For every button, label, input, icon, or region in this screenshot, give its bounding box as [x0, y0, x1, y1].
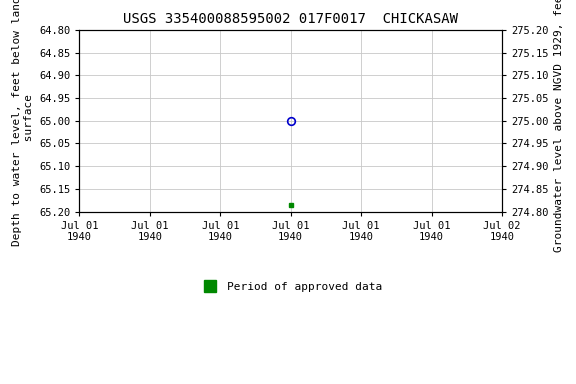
Y-axis label: Groundwater level above NGVD 1929, feet: Groundwater level above NGVD 1929, feet [554, 0, 564, 252]
Legend: Period of approved data: Period of approved data [195, 277, 386, 296]
Y-axis label: Depth to water level, feet below land
 surface: Depth to water level, feet below land su… [12, 0, 33, 246]
Title: USGS 335400088595002 017F0017  CHICKASAW: USGS 335400088595002 017F0017 CHICKASAW [123, 12, 458, 26]
